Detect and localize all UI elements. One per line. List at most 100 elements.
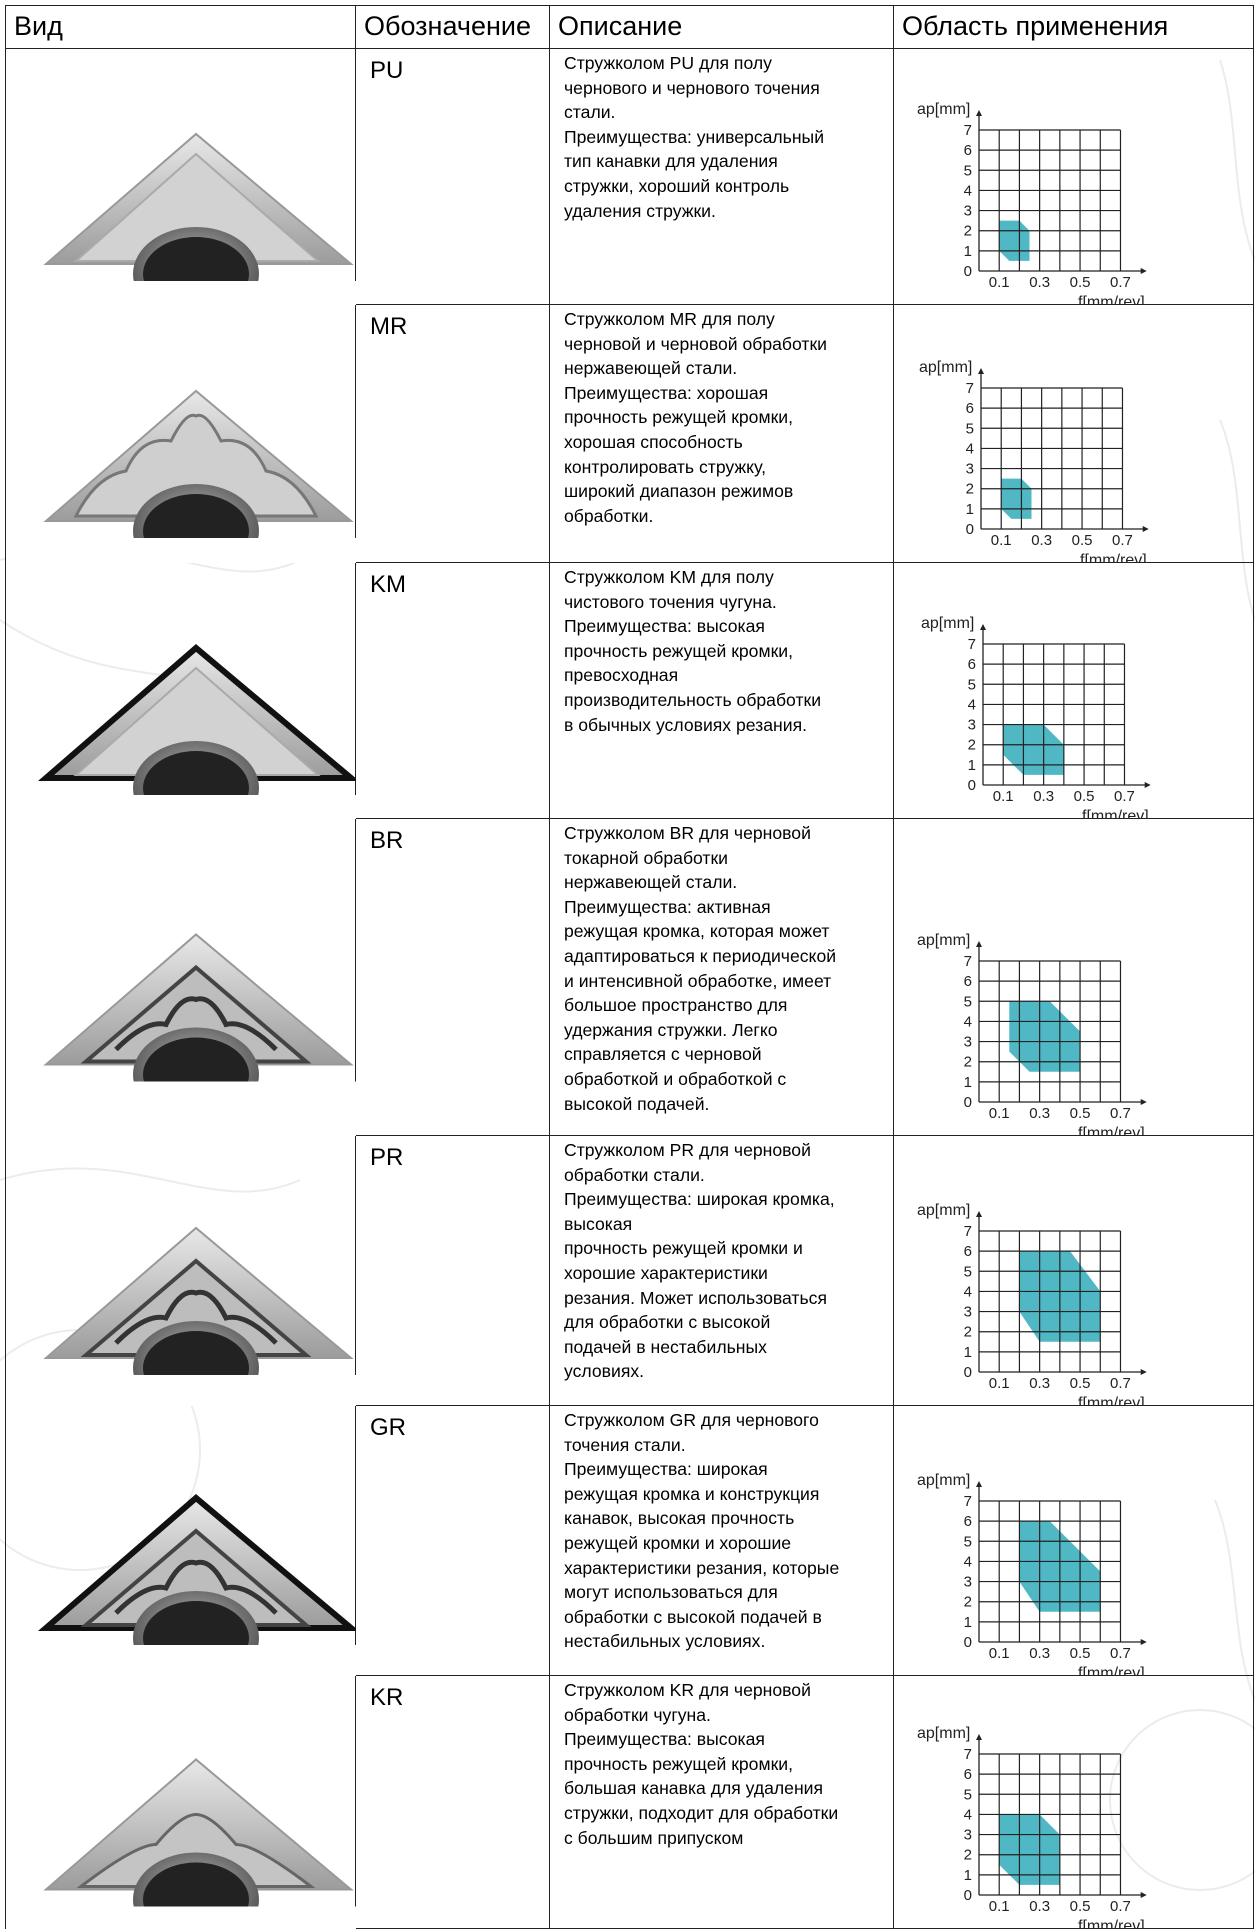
description-line: адаптироваться к периодической	[564, 944, 887, 969]
x-tick-label: 0.5	[1070, 274, 1091, 291]
y-tick-label: 4	[964, 1806, 972, 1823]
header-description: Описание	[550, 6, 894, 49]
x-axis-arrow	[1141, 1639, 1147, 1645]
description-line: Стружколом KR для черновой	[564, 1678, 887, 1703]
description-line: обработки стали.	[564, 1163, 887, 1188]
description-line: обработки с высокой подачей в	[564, 1605, 887, 1630]
breaker-code: KR	[356, 1676, 550, 1929]
y-tick-label: 3	[964, 1827, 972, 1844]
y-tick-label: 3	[966, 461, 974, 478]
y-tick-label: 3	[968, 717, 976, 734]
description-line: черновой и черновой обработки	[564, 332, 887, 357]
y-axis-arrow	[980, 624, 986, 630]
y-tick-label: 6	[964, 1766, 972, 1783]
y-tick-label: 0	[964, 1364, 972, 1381]
x-tick-label: 0.7	[1110, 1645, 1131, 1662]
description-line: большое пространство для	[564, 993, 887, 1018]
y-tick-label: 3	[964, 1574, 972, 1591]
y-tick-label: 5	[966, 420, 974, 437]
x-tick-label: 0.3	[1029, 1375, 1050, 1392]
y-tick-label: 1	[964, 1074, 972, 1091]
x-axis-arrow	[1143, 526, 1149, 532]
breaker-code: BR	[356, 819, 550, 1136]
x-axis-label: f[mm/rev]	[1078, 1125, 1145, 1136]
description-line: Преимущества: широкая	[564, 1457, 887, 1482]
description-line: высокой подачей.	[564, 1092, 887, 1117]
description-line: чистового точения чугуна.	[564, 590, 887, 615]
y-tick-label: 0	[968, 777, 976, 794]
y-tick-label: 6	[964, 1243, 972, 1260]
y-tick-label: 6	[964, 142, 972, 159]
y-axis-arrow	[976, 1734, 982, 1740]
y-tick-label: 7	[964, 1493, 972, 1510]
breaker-code: GR	[356, 1406, 550, 1676]
description-line: стружки, хороший контроль	[564, 174, 887, 199]
description-line: точения стали.	[564, 1433, 887, 1458]
description-line: резания. Может использоваться	[564, 1286, 887, 1311]
y-tick-label: 5	[964, 1533, 972, 1550]
x-tick-label: 0.3	[1029, 1105, 1050, 1122]
description-line: стружки, подходит для обработки	[564, 1801, 887, 1826]
y-axis-arrow	[976, 110, 982, 116]
y-tick-label: 4	[966, 440, 974, 457]
description-line: условиях.	[564, 1359, 887, 1384]
insert-image	[6, 1406, 356, 1676]
x-tick-label: 0.7	[1114, 788, 1135, 805]
x-axis-label: f[mm/rev]	[1082, 808, 1149, 819]
insert-image-cell	[6, 1406, 356, 1676]
description-line: справляется с черновой	[564, 1042, 887, 1067]
y-axis-label: ap[mm]	[917, 1725, 970, 1742]
description-line: могут использоваться для	[564, 1580, 887, 1605]
description-line: Стружколом PU для полу	[564, 51, 887, 76]
description-line: высокая	[564, 1212, 887, 1237]
description-line: широкий диапазон режимов	[564, 479, 887, 504]
x-tick-label: 0.5	[1074, 788, 1095, 805]
x-tick-label: 0.7	[1110, 1898, 1131, 1915]
y-axis-arrow	[978, 368, 984, 374]
y-tick-label: 1	[964, 1867, 972, 1884]
y-tick-label: 5	[964, 993, 972, 1010]
insert-image-cell	[6, 1676, 356, 1929]
x-tick-label: 0.1	[989, 1645, 1010, 1662]
y-tick-label: 3	[964, 203, 972, 220]
x-tick-label: 0.7	[1110, 1375, 1131, 1392]
y-tick-label: 7	[964, 953, 972, 970]
y-tick-label: 1	[964, 1614, 972, 1631]
description-line: нержавеющей стали.	[564, 356, 887, 381]
y-tick-label: 4	[964, 1013, 972, 1030]
y-tick-label: 6	[964, 973, 972, 990]
x-tick-label: 0.7	[1110, 1105, 1131, 1122]
y-tick-label: 2	[964, 1847, 972, 1864]
y-tick-label: 2	[964, 1054, 972, 1071]
x-tick-label: 0.3	[1029, 1645, 1050, 1662]
x-tick-label: 0.5	[1072, 532, 1093, 549]
y-tick-label: 2	[964, 1324, 972, 1341]
header-view: Вид	[6, 6, 356, 49]
y-tick-label: 3	[964, 1304, 972, 1321]
y-tick-label: 5	[968, 676, 976, 693]
y-tick-label: 2	[964, 1594, 972, 1611]
description-line: режущей кромки и хорошие	[564, 1531, 887, 1556]
y-tick-label: 2	[966, 481, 974, 498]
y-tick-label: 6	[966, 400, 974, 417]
description-line: удаления стружки.	[564, 199, 887, 224]
x-tick-label: 0.5	[1070, 1898, 1091, 1915]
insert-image	[6, 305, 356, 563]
description-line: с большим припуском	[564, 1826, 887, 1851]
x-tick-label: 0.1	[993, 788, 1014, 805]
description-line: обработки.	[564, 504, 887, 529]
y-tick-label: 5	[964, 1263, 972, 1280]
